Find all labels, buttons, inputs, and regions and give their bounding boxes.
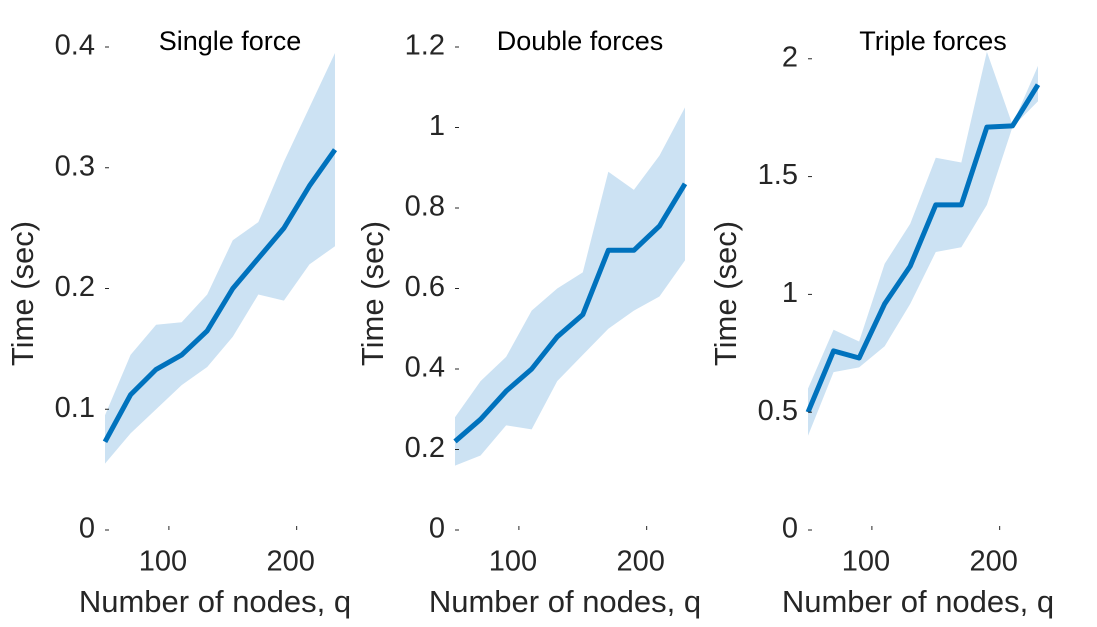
- y-axis-label: Time (sec): [5, 221, 40, 366]
- y-tick-label: 0.8: [405, 191, 445, 223]
- y-axis-label: Time (sec): [708, 221, 743, 366]
- y-tick-label: 1: [429, 110, 445, 142]
- mean-line: [805, 83, 1041, 414]
- x-axis-label: Number of nodes, q: [782, 584, 1054, 619]
- x-tick-label: 100: [842, 546, 890, 578]
- x-tick-label: 200: [969, 546, 1017, 578]
- y-tick-label: 1.2: [405, 30, 445, 62]
- confidence-band: [808, 51, 1038, 436]
- y-tick-label: 2: [782, 41, 798, 73]
- x-axis-label: Number of nodes, q: [429, 584, 701, 619]
- x-tick-label: 200: [266, 546, 314, 578]
- y-tick-label: 0.5: [758, 395, 798, 427]
- x-tick-label: 100: [489, 546, 537, 578]
- y-tick-label: 0.3: [55, 150, 95, 182]
- y-axis-label: Time (sec): [355, 221, 390, 366]
- y-tick-label: 0: [782, 513, 798, 545]
- x-tick-label: 200: [616, 546, 664, 578]
- panel: 0 0.2 0.4 0.6 0.8 1 1.2 100 200 Double forces Numb…: [355, 26, 701, 619]
- chart-title: Single force: [159, 26, 302, 56]
- mean-line: [453, 182, 688, 444]
- panel: 0 0.1 0.2 0.3 0.4 100 200 Single force Number of…: [5, 26, 351, 619]
- chart-title: Double forces: [497, 26, 664, 56]
- x-axis-label: Number of nodes, q: [79, 584, 351, 619]
- confidence-band: [105, 53, 335, 464]
- y-tick-label: 0.4: [405, 352, 445, 384]
- mean-line: [102, 148, 338, 444]
- x-tick-label: 100: [139, 546, 187, 578]
- y-tick-label: 0.1: [55, 392, 95, 424]
- y-tick-label: 0.2: [405, 432, 445, 464]
- y-tick-label: 0: [79, 513, 95, 545]
- y-tick-label: 0: [429, 513, 445, 545]
- y-tick-label: 0.6: [405, 271, 445, 303]
- chart-title: Triple forces: [859, 26, 1007, 56]
- y-tick-label: 0.4: [55, 30, 95, 62]
- y-tick-label: 1: [782, 277, 798, 309]
- confidence-band: [455, 107, 685, 466]
- y-tick-label: 1.5: [758, 159, 798, 191]
- y-tick-label: 0.2: [55, 271, 95, 303]
- panel: 0 0.5 1 1.5 2 100 200 Triple forces Number of no…: [708, 26, 1054, 619]
